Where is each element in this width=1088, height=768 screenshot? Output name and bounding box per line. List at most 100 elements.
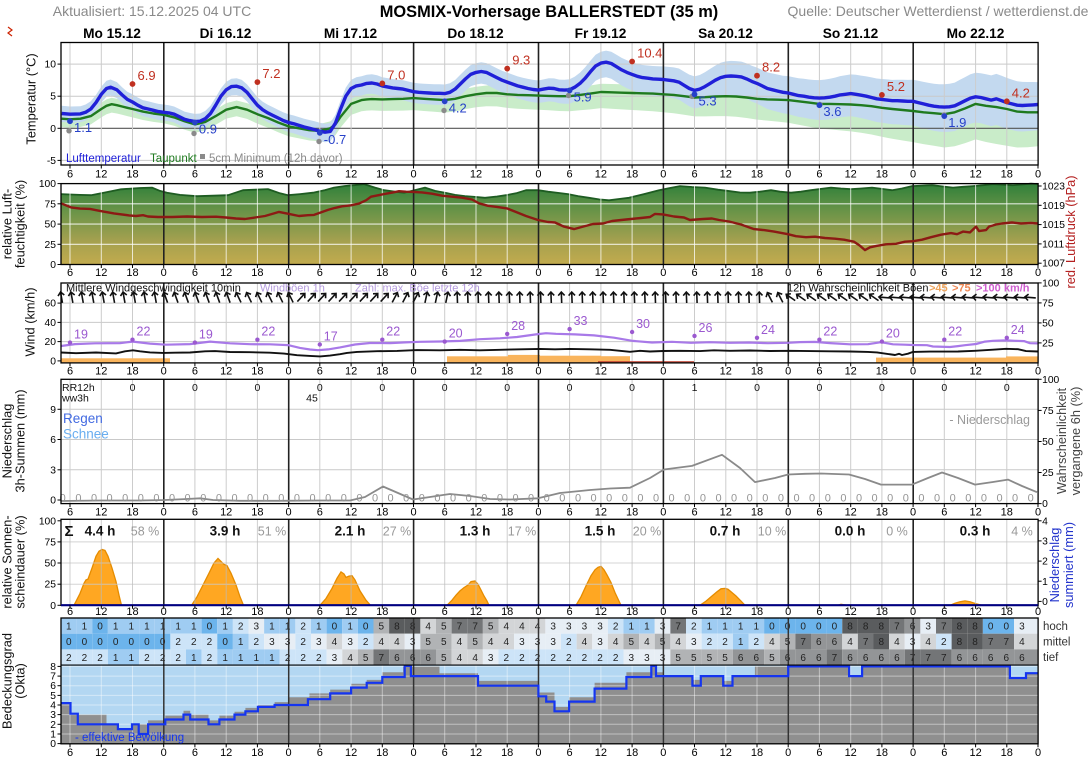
svg-text:33: 33 xyxy=(574,314,588,328)
svg-text:18: 18 xyxy=(1001,267,1013,279)
svg-text:7.2: 7.2 xyxy=(262,66,280,81)
svg-text:0: 0 xyxy=(785,168,791,180)
svg-text:4: 4 xyxy=(457,653,463,664)
svg-text:0: 0 xyxy=(535,606,541,618)
svg-text:6: 6 xyxy=(832,637,838,648)
svg-text:3: 3 xyxy=(50,465,56,476)
svg-text:0: 0 xyxy=(754,382,760,394)
svg-text:6: 6 xyxy=(894,653,900,664)
svg-text:12: 12 xyxy=(220,267,232,279)
svg-text:6: 6 xyxy=(317,168,323,180)
svg-text:2: 2 xyxy=(300,637,306,648)
svg-text:18: 18 xyxy=(501,267,513,279)
svg-text:6: 6 xyxy=(317,365,323,377)
svg-text:0: 0 xyxy=(317,382,323,394)
svg-text:0: 0 xyxy=(497,493,503,505)
svg-text:28: 28 xyxy=(511,319,525,333)
svg-text:6: 6 xyxy=(192,267,198,279)
svg-text:6: 6 xyxy=(1019,653,1025,664)
svg-text:0: 0 xyxy=(903,493,909,505)
svg-text:2: 2 xyxy=(941,637,947,648)
svg-text:4.2: 4.2 xyxy=(449,100,467,115)
svg-text:mittel: mittel xyxy=(1043,637,1070,649)
svg-text:0: 0 xyxy=(50,496,56,507)
svg-text:12: 12 xyxy=(720,606,732,618)
svg-text:0: 0 xyxy=(535,168,541,180)
svg-text:18: 18 xyxy=(501,506,513,518)
svg-text:12: 12 xyxy=(95,365,107,377)
svg-text:0 %: 0 % xyxy=(886,525,908,539)
svg-text:7: 7 xyxy=(1004,637,1010,648)
svg-text:1: 1 xyxy=(238,653,244,664)
svg-text:0: 0 xyxy=(97,621,103,632)
svg-text:0: 0 xyxy=(450,493,456,505)
svg-text:7: 7 xyxy=(863,637,869,648)
svg-text:1: 1 xyxy=(175,621,181,632)
svg-text:0: 0 xyxy=(1035,168,1041,180)
svg-text:2: 2 xyxy=(254,637,260,648)
svg-text:100: 100 xyxy=(1042,278,1059,289)
svg-text:2: 2 xyxy=(82,653,88,664)
svg-text:4: 4 xyxy=(394,637,400,648)
svg-text:7: 7 xyxy=(675,621,681,632)
svg-text:7: 7 xyxy=(925,653,931,664)
svg-text:0: 0 xyxy=(200,493,206,505)
svg-text:2: 2 xyxy=(722,637,728,648)
svg-text:17 %: 17 % xyxy=(508,525,537,539)
svg-text:6: 6 xyxy=(816,506,822,518)
svg-text:6: 6 xyxy=(816,606,822,618)
svg-text:6: 6 xyxy=(192,747,198,759)
svg-text:0: 0 xyxy=(660,506,666,518)
svg-text:4: 4 xyxy=(644,637,650,648)
svg-text:0: 0 xyxy=(1028,493,1034,505)
svg-text:0: 0 xyxy=(887,493,893,505)
svg-text:0: 0 xyxy=(528,493,534,505)
svg-text:0: 0 xyxy=(82,637,88,648)
svg-text:12: 12 xyxy=(470,747,482,759)
svg-text:5: 5 xyxy=(441,637,447,648)
svg-text:5: 5 xyxy=(50,92,56,103)
svg-text:6: 6 xyxy=(442,606,448,618)
svg-text:4: 4 xyxy=(1042,516,1048,527)
svg-text:3.6: 3.6 xyxy=(823,104,841,119)
svg-text:0: 0 xyxy=(169,493,175,505)
svg-text:6: 6 xyxy=(425,653,431,664)
svg-text:0: 0 xyxy=(996,493,1002,505)
svg-text:0: 0 xyxy=(785,267,791,279)
svg-text:2: 2 xyxy=(175,653,181,664)
svg-text:1: 1 xyxy=(238,637,244,648)
svg-text:50: 50 xyxy=(45,220,57,231)
svg-text:7: 7 xyxy=(988,637,994,648)
svg-text:6: 6 xyxy=(442,267,448,279)
svg-text:0: 0 xyxy=(1042,597,1048,608)
svg-text:1: 1 xyxy=(707,621,713,632)
svg-text:18: 18 xyxy=(126,606,138,618)
svg-text:0: 0 xyxy=(660,267,666,279)
svg-text:0: 0 xyxy=(637,493,643,505)
svg-text:1: 1 xyxy=(722,621,728,632)
svg-text:18: 18 xyxy=(876,506,888,518)
svg-text:0: 0 xyxy=(1035,267,1041,279)
svg-text:1: 1 xyxy=(316,621,322,632)
svg-text:0: 0 xyxy=(715,493,721,505)
svg-text:Mi 17.12: Mi 17.12 xyxy=(324,26,378,41)
svg-text:0: 0 xyxy=(91,493,97,505)
svg-text:6: 6 xyxy=(50,681,56,692)
svg-text:0: 0 xyxy=(130,382,136,394)
svg-text:0: 0 xyxy=(50,124,56,135)
svg-text:1: 1 xyxy=(269,653,275,664)
svg-text:Niederschlag: Niederschlag xyxy=(0,404,15,479)
svg-text:0: 0 xyxy=(410,606,416,618)
svg-text:60: 60 xyxy=(45,299,57,310)
svg-text:0: 0 xyxy=(341,493,347,505)
svg-text:0: 0 xyxy=(286,365,292,377)
svg-text:12: 12 xyxy=(720,168,732,180)
svg-text:Wahrscheinlichkeit: Wahrscheinlichkeit xyxy=(1054,387,1069,494)
svg-text:3: 3 xyxy=(597,637,603,648)
svg-text:0: 0 xyxy=(816,382,822,394)
svg-text:10.4: 10.4 xyxy=(637,46,662,61)
svg-text:0: 0 xyxy=(800,621,806,632)
svg-text:8: 8 xyxy=(957,621,963,632)
svg-text:20: 20 xyxy=(449,327,463,341)
svg-text:25: 25 xyxy=(45,580,57,591)
